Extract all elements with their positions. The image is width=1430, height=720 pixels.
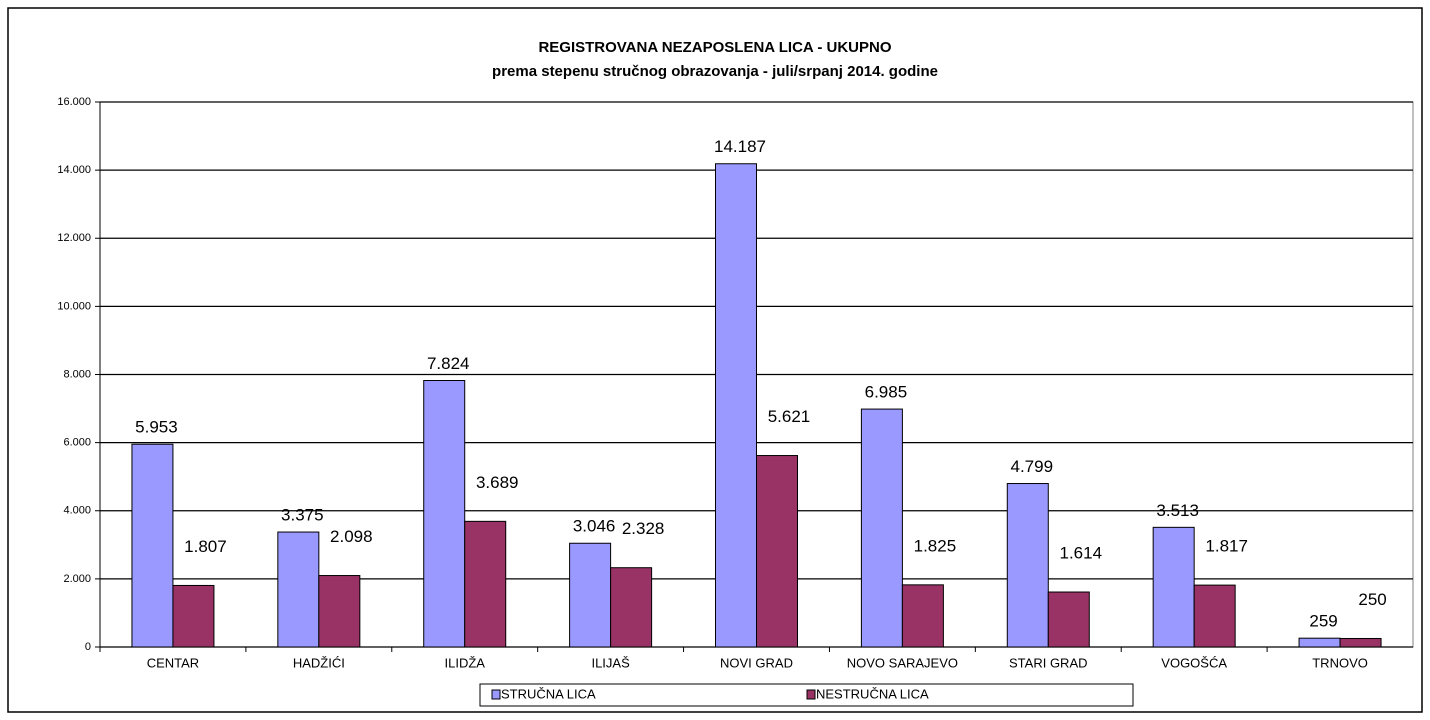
- bar: [569, 542, 612, 648]
- bar: [172, 584, 215, 648]
- bar: [277, 531, 320, 648]
- value-label: 5.953: [135, 418, 178, 437]
- x-tick-label: VOGOŠĆA: [1161, 655, 1227, 670]
- y-tick-label: 12.000: [57, 232, 91, 244]
- bar: [1339, 637, 1382, 648]
- legend-label: NESTRUČNA LICA: [816, 686, 929, 701]
- value-label: 3.375: [281, 506, 324, 525]
- value-label: 259: [1309, 612, 1337, 631]
- x-tick-label: NOVI GRAD: [720, 655, 793, 670]
- value-label: 2.098: [330, 527, 373, 546]
- bar: [423, 379, 466, 648]
- legend-label: STRUČNA LICA: [501, 686, 596, 701]
- y-tick-label: 0: [85, 641, 91, 653]
- y-tick-label: 10.000: [57, 300, 91, 312]
- bar: [1152, 526, 1195, 648]
- chart-subtitle: prema stepenu stručnog obrazovanja - jul…: [492, 63, 938, 80]
- bar: [318, 575, 361, 648]
- y-tick-label: 6.000: [63, 437, 91, 449]
- bar: [756, 455, 798, 648]
- bar: [1298, 637, 1341, 648]
- y-tick-label: 16.000: [57, 96, 91, 108]
- bar: [464, 520, 507, 648]
- value-label: 1.817: [1205, 537, 1248, 556]
- x-tick-label: HADŽIĆI: [293, 655, 345, 670]
- y-tick-label: 2.000: [63, 573, 91, 585]
- value-label: 14.187: [714, 137, 766, 156]
- value-label: 3.513: [1156, 501, 1199, 520]
- value-label: 250: [1358, 590, 1386, 609]
- x-tick-label: ILIJAŠ: [591, 655, 630, 670]
- bar: [715, 163, 757, 648]
- value-label: 7.824: [427, 354, 470, 373]
- y-tick-label: 14.000: [57, 164, 91, 176]
- x-tick-label: STARI GRAD: [1009, 655, 1088, 670]
- x-tick-label: CENTAR: [147, 655, 199, 670]
- x-tick-label: ILIDŽA: [444, 655, 485, 670]
- value-label: 6.985: [865, 383, 908, 402]
- bar: [860, 408, 903, 648]
- bar: [131, 443, 174, 648]
- legend-swatch: [491, 689, 501, 700]
- legend-swatch: [806, 689, 816, 700]
- bar: [610, 567, 653, 648]
- value-label: 5.621: [768, 407, 811, 426]
- chart-title: REGISTROVANA NEZAPOSLENA LICA - UKUPNO: [538, 39, 891, 56]
- value-label: 3.689: [476, 473, 519, 492]
- x-tick-label: NOVO SARAJEVO: [847, 655, 958, 670]
- value-label: 1.614: [1060, 544, 1103, 563]
- y-tick-label: 4.000: [63, 505, 91, 517]
- bar: [1047, 591, 1090, 648]
- y-tick-label: 8.000: [63, 368, 91, 380]
- x-tick-label: TRNOVO: [1312, 655, 1368, 670]
- value-label: 1.807: [184, 537, 227, 556]
- value-label: 2.328: [622, 519, 665, 538]
- bar: [901, 584, 944, 648]
- value-label: 1.825: [914, 536, 957, 555]
- value-label: 4.799: [1011, 457, 1054, 476]
- bar: [1006, 483, 1049, 648]
- bar: [1193, 584, 1236, 648]
- value-label: 3.046: [573, 517, 616, 536]
